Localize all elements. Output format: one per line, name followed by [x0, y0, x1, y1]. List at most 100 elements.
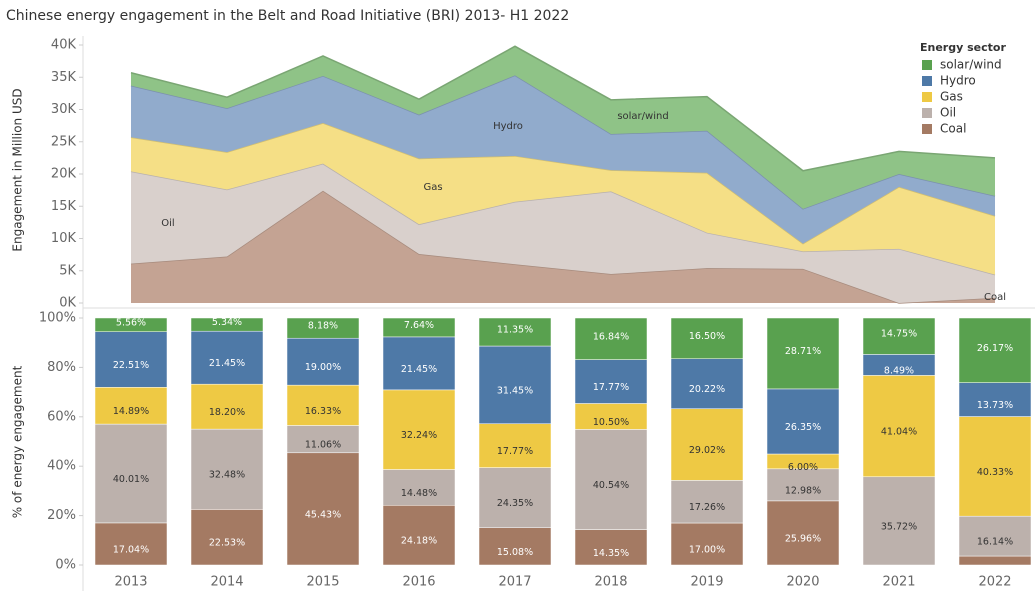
value-label: 40.01%: [113, 474, 149, 485]
x-tick-label: 2021: [882, 575, 915, 590]
bar-segment: [94, 423, 168, 524]
y-tick-label: 30K: [51, 102, 77, 117]
x-tick-label: 2016: [402, 575, 435, 590]
bar-segment: [670, 358, 744, 409]
value-label: 19.00%: [305, 362, 341, 373]
value-label: 22.51%: [113, 360, 149, 371]
area-edge: [130, 45, 996, 172]
value-label: 26.35%: [785, 422, 821, 433]
bar-segment: [286, 425, 360, 454]
bar-segment: [190, 317, 264, 332]
bar-segment: [670, 522, 744, 566]
value-label: 41.04%: [881, 427, 917, 438]
x-tick-label: 2018: [594, 575, 627, 590]
value-label: 16.14%: [977, 537, 1013, 548]
legend-swatch: [922, 92, 932, 102]
value-label: 14.75%: [881, 329, 917, 340]
y-tick-label: 20%: [47, 508, 76, 523]
annotation: solar/wind: [617, 111, 668, 122]
annotation: Coal: [984, 292, 1006, 303]
value-label: 20.22%: [689, 384, 725, 395]
value-label: 8.49%: [884, 365, 914, 376]
value-label: 17.77%: [497, 446, 533, 457]
bar-segment: [862, 317, 936, 355]
bar-segment: [670, 408, 744, 481]
value-label: 6.00%: [788, 462, 818, 473]
y-tick-label: 5K: [59, 263, 76, 278]
legend-swatch: [922, 124, 932, 134]
bar-segment: [382, 317, 456, 338]
x-tick-label: 2014: [210, 575, 243, 590]
bar-segment: [94, 317, 168, 332]
bar-segment: [574, 317, 648, 360]
value-label: 11.35%: [497, 325, 533, 336]
area: [131, 163, 995, 303]
bar-segment: [382, 469, 456, 506]
bar-segment: [190, 509, 264, 566]
value-label: 13.73%: [977, 400, 1013, 411]
x-tick-label: 2017: [498, 575, 531, 590]
bar-segment: [382, 389, 456, 470]
legend-label: Oil: [940, 106, 956, 120]
area: [131, 123, 995, 275]
y-tick-label: 25K: [51, 134, 77, 149]
value-label: 25.96%: [785, 533, 821, 544]
value-label: 32.24%: [401, 430, 437, 441]
legend-label: Hydro: [940, 74, 976, 88]
value-label: 45.43%: [305, 509, 341, 520]
area: [131, 190, 995, 303]
y-tick-label: 35K: [51, 70, 77, 85]
y-tick-label: 80%: [47, 360, 76, 375]
y-axis-label: Engagement in Million USD: [11, 88, 25, 251]
bar-segment: [958, 416, 1032, 517]
value-label: 21.45%: [401, 364, 437, 375]
bar-segment: [766, 500, 840, 566]
value-label: 17.00%: [689, 545, 725, 556]
value-label: 17.77%: [593, 382, 629, 393]
value-label: 15.08%: [497, 547, 533, 558]
y-axis-label: % of energy engagement: [11, 365, 25, 518]
annotation: Hydro: [493, 121, 523, 132]
bar-segment: [766, 388, 840, 455]
annotation: Gas: [423, 182, 442, 193]
value-label: 28.71%: [785, 346, 821, 357]
legend-title: Energy sector: [920, 41, 1006, 54]
bar-segment: [670, 317, 744, 360]
area: [131, 46, 995, 209]
bar-segment: [766, 317, 840, 390]
value-label: 5.56%: [116, 317, 146, 328]
legend-swatch: [922, 108, 932, 118]
y-tick-label: 10K: [51, 231, 77, 246]
value-label: 14.35%: [593, 548, 629, 559]
value-label: 16.50%: [689, 331, 725, 342]
bar-segment: [862, 476, 936, 566]
value-label: 7.64%: [404, 320, 434, 331]
area: [131, 75, 995, 244]
value-label: 16.84%: [593, 331, 629, 342]
bar-segment: [286, 317, 360, 339]
value-label: 16.33%: [305, 406, 341, 417]
bar-segment: [478, 527, 552, 566]
bar-segment: [958, 555, 1032, 566]
bar-segment: [478, 467, 552, 529]
value-label: 12.98%: [785, 485, 821, 496]
value-label: 21.45%: [209, 358, 245, 369]
y-tick-label: 0%: [55, 558, 76, 573]
x-tick-label: 2013: [114, 575, 147, 590]
annotation: Oil: [161, 218, 174, 229]
bar-segment: [94, 387, 168, 425]
value-label: 31.45%: [497, 385, 533, 396]
x-tick-label: 2019: [690, 575, 723, 590]
bar-segment: [94, 331, 168, 388]
value-label: 14.89%: [113, 406, 149, 417]
legend-label: Coal: [940, 122, 966, 136]
value-label: 35.72%: [881, 521, 917, 532]
legend-swatch: [922, 76, 932, 86]
x-tick-label: 2015: [306, 575, 339, 590]
bar-segment: [574, 403, 648, 430]
bar-segment: [958, 317, 1032, 383]
value-label: 26.17%: [977, 343, 1013, 354]
y-tick-label: 20K: [51, 167, 77, 182]
bar-segment: [190, 330, 264, 385]
bar-segment: [382, 336, 456, 391]
